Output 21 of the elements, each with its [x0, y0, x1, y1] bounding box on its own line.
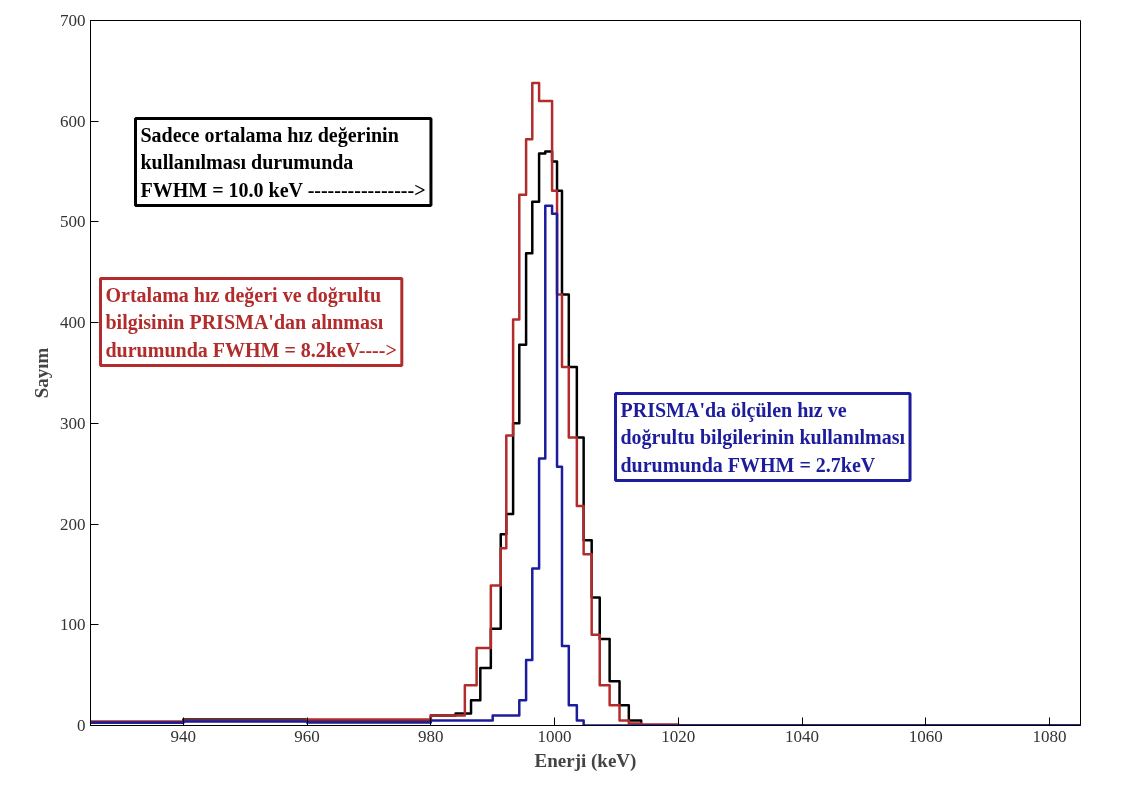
x-tick-label: 1000 [537, 726, 572, 746]
x-tick-label: 1060 [908, 726, 943, 746]
x-tick-label: 960 [294, 726, 320, 746]
annotation: Ortalama hız değeri ve doğrultu bilgisinin PRISMA'dan alınması durumunda FWHM = 8.2keV----> [105, 283, 397, 361]
y-tick-label: 700 [60, 11, 86, 30]
annotation: PRISMA'da ölçülen hız ve doğrultu bilgilerinin kullanılması durumunda FWHM = 2.7keV [620, 398, 906, 476]
x-tick-label: 1020 [661, 726, 696, 746]
y-tick-label: 500 [60, 212, 86, 232]
y-tick-label: 600 [60, 111, 86, 131]
y-tick-label: 0 [77, 716, 86, 735]
y-tick-label: 200 [60, 514, 86, 534]
x-tick-label: 1040 [785, 726, 820, 746]
x-axis-title: Enerji (keV) [534, 749, 637, 772]
annotation: Sadece ortalama hız değerinin kullanılması durumunda FWHM = 10.0 keV ----------------> [140, 123, 426, 201]
y-tick-label: 400 [60, 313, 86, 333]
y-tick-label: 300 [60, 413, 86, 433]
y-tick-label: 100 [60, 615, 86, 635]
x-tick-label: 1080 [1032, 726, 1067, 746]
y-axis-title: Sayım [31, 347, 52, 399]
x-tick-label: 980 [418, 726, 444, 746]
x-tick-label: 940 [170, 726, 197, 746]
